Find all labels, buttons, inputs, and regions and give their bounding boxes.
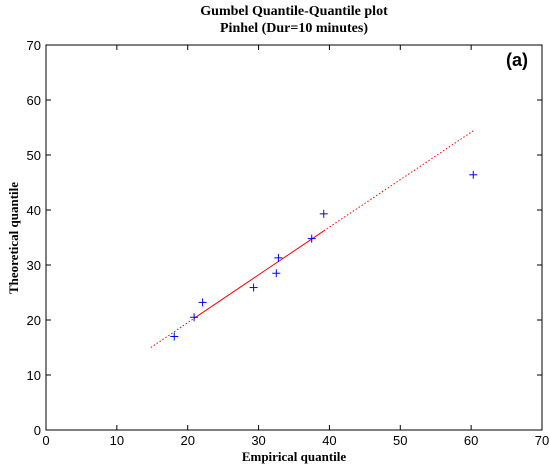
x-tick-label: 60 bbox=[464, 433, 478, 448]
y-tick-label: 30 bbox=[27, 258, 41, 273]
x-tick-label: 20 bbox=[180, 433, 194, 448]
data-point bbox=[274, 253, 283, 262]
x-axis-label: Empirical quantile bbox=[241, 449, 347, 464]
x-tick-label: 10 bbox=[110, 433, 124, 448]
y-tick-label: 60 bbox=[27, 93, 41, 108]
data-point bbox=[307, 234, 316, 243]
x-tick-label: 70 bbox=[535, 433, 549, 448]
reference-line bbox=[150, 130, 474, 348]
reference-line-dotted bbox=[150, 317, 195, 348]
x-tick-label: 30 bbox=[251, 433, 265, 448]
data-point bbox=[272, 269, 281, 278]
y-tick-label: 50 bbox=[27, 148, 41, 163]
y-tick-label: 0 bbox=[34, 423, 41, 438]
chart-subtitle: Pinhel (Dur=10 minutes) bbox=[220, 21, 368, 36]
y-tick-label: 70 bbox=[27, 38, 41, 53]
data-point bbox=[469, 170, 478, 179]
data-point bbox=[190, 313, 199, 322]
data-point bbox=[170, 332, 179, 341]
data-point bbox=[249, 283, 258, 292]
x-tick-label: 0 bbox=[42, 433, 49, 448]
chart-title: Gumbel Quantile-Quantile plot bbox=[200, 4, 388, 19]
y-tick-label: 10 bbox=[27, 368, 41, 383]
x-tick-label: 50 bbox=[393, 433, 407, 448]
data-points bbox=[170, 170, 478, 341]
plot-frame bbox=[45, 44, 543, 431]
y-tick-label: 20 bbox=[27, 313, 41, 328]
panel-label: (a) bbox=[506, 50, 528, 70]
y-tick-label: 40 bbox=[27, 203, 41, 218]
data-point bbox=[319, 209, 328, 218]
data-point bbox=[198, 298, 207, 307]
axes: 0 10 20 30 40 50 60 70 0 10 20 30 40 50 60 70 bbox=[27, 38, 550, 448]
reference-line-solid bbox=[193, 230, 325, 319]
reference-line-dotted bbox=[323, 130, 474, 232]
x-tick-label: 40 bbox=[322, 433, 336, 448]
